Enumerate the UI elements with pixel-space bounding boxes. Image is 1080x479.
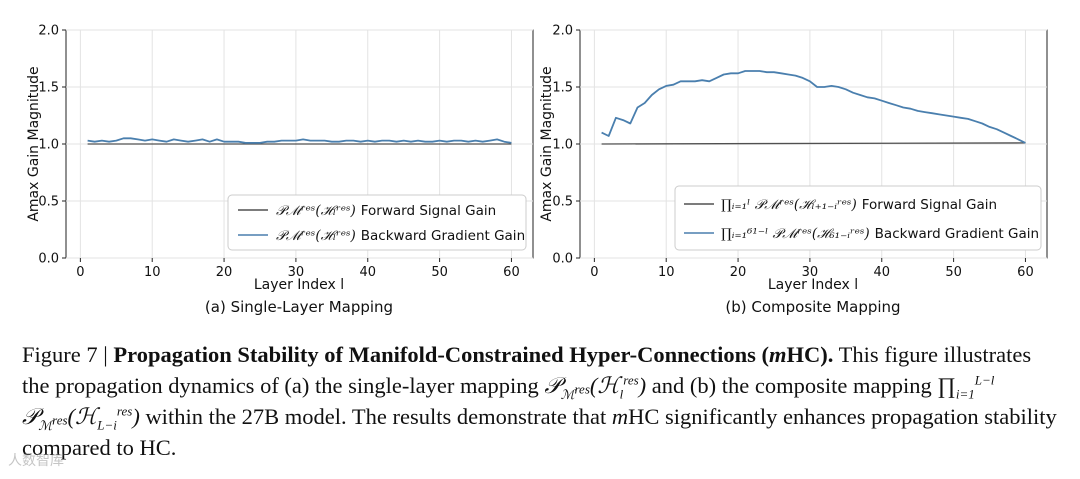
- panel-a-ylabel: Amax Gain Magnitude: [26, 66, 42, 221]
- panel-b-subtitle: (b) Composite Mapping: [725, 298, 900, 316]
- legend-b-forward-name: Forward Signal Gain: [862, 197, 997, 213]
- x-tick-label: 10: [144, 265, 161, 280]
- caption-title-m: m: [769, 342, 787, 367]
- caption-body-1: This figure illustrates the propagation …: [22, 342, 1032, 398]
- x-tick-label: 10: [658, 265, 675, 280]
- panel-b-series: [601, 70, 1026, 145]
- legend-backward-name: Backward Gradient Gain: [361, 228, 525, 244]
- caption-title-part-a: Propagation Stability of Manifold-Constr…: [113, 342, 770, 367]
- caption-math-2-prod: ∏: [937, 373, 956, 398]
- x-tick-label: 20: [216, 265, 233, 280]
- legend-backward-label: 𝒫ℳʳᵉˢ(ℋₗʳᵉˢ) Backward Gradient Gain: [276, 228, 525, 244]
- y-tick-label: 0.0: [552, 252, 573, 267]
- x-tick-label: 30: [802, 265, 819, 280]
- caption-math-2-prod-sup: L−l: [974, 372, 995, 388]
- caption-math-2-close: ): [132, 404, 140, 429]
- caption-body-m: m: [611, 404, 629, 429]
- legend-b-backward-name: Backward Gradient Gain: [875, 226, 1039, 242]
- caption-body-3: within the 27B model. The results demons…: [139, 404, 612, 429]
- legend-backward-math: 𝒫ℳʳᵉˢ(ℋₗʳᵉˢ): [276, 228, 356, 244]
- y-tick-label: 2.0: [552, 24, 573, 39]
- x-tick-label: 0: [590, 265, 598, 280]
- series-backward-gradient-gain: [601, 70, 1026, 144]
- figure-7: 0 10 20 30 40 50 60 0.0 0.5 1.0 1.5 2.0 Amax Gain M…: [26, 24, 1048, 316]
- legend-forward-name: Forward Signal Gain: [361, 203, 496, 219]
- y-tick-label: 1.5: [38, 81, 59, 96]
- caption-math-2-arg-sup: res: [116, 403, 133, 419]
- x-tick-label: 40: [359, 265, 376, 280]
- caption-math-1-sub: ℳ: [560, 386, 575, 402]
- x-tick-label: 40: [873, 265, 890, 280]
- caption-math-2: ∏i=1L−l 𝒫ℳres(ℋL−ires): [22, 372, 995, 432]
- x-tick-label: 30: [288, 265, 305, 280]
- y-tick-label: 0.5: [552, 195, 573, 210]
- caption-math-1-p: 𝒫: [544, 373, 561, 398]
- panel-a-single-layer-mapping: 0 10 20 30 40 50 60 0.0 0.5 1.0 1.5 2.0 Amax Gain M…: [26, 24, 534, 316]
- caption-title-part-b: HC).: [786, 342, 834, 367]
- panel-b-legend-box: [674, 185, 1042, 251]
- panel-b-legend: ∏ᵢ₌₁ˡ 𝒫ℳʳᵉˢ(ℋₗ₊₁₋ᵢʳᵉˢ) Forward Signal Gai…: [674, 185, 1042, 251]
- panel-a-legend-box: [227, 194, 527, 251]
- x-tick-label: 50: [431, 265, 448, 280]
- y-tick-label: 1.0: [38, 138, 59, 153]
- y-tick-label: 1.0: [552, 138, 573, 153]
- legend-b-forward-math: ∏ᵢ₌₁ˡ 𝒫ℳʳᵉˢ(ℋₗ₊₁₋ᵢʳᵉˢ): [721, 197, 857, 213]
- panel-a-ticks: 0 10 20 30 40 50 60 0.0 0.5 1.0 1.5 2.0: [38, 24, 519, 281]
- caption-body-4: HC significantly enhances propagation st…: [22, 404, 1057, 460]
- caption-math-2-prod-sub: i=1: [955, 386, 975, 402]
- y-tick-label: 0.0: [38, 252, 59, 267]
- panel-b-composite-mapping: 0 10 20 30 40 50 60 0.0 0.5 1.0 1.5 2.0 Amax Gain M…: [539, 24, 1048, 316]
- caption-title: Propagation Stability of Manifold-Constr…: [113, 342, 833, 367]
- caption-math-2-arg-sub: L−i: [97, 417, 117, 433]
- caption-body-2: and (b) the composite mapping: [646, 373, 938, 398]
- y-tick-label: 2.0: [38, 24, 59, 39]
- caption-math-2-arg: (ℋ: [67, 404, 98, 429]
- caption-math-1-arg: (ℋ: [589, 373, 620, 398]
- y-tick-label: 0.5: [38, 195, 59, 210]
- x-tick-label: 0: [76, 265, 84, 280]
- caption-math-1-arg-sup: res: [623, 372, 639, 388]
- caption-math-1: 𝒫ℳres(ℋlres): [544, 372, 647, 401]
- caption-math-2-p: 𝒫: [22, 404, 39, 429]
- x-tick-label: 50: [945, 265, 962, 280]
- y-tick-label: 1.5: [552, 81, 573, 96]
- figure-caption: Figure 7 | Propagation Stability of Mani…: [22, 339, 1062, 463]
- legend-b-forward-label: ∏ᵢ₌₁ˡ 𝒫ℳʳᵉˢ(ℋₗ₊₁₋ᵢʳᵉˢ) Forward Signal Gai…: [721, 197, 997, 213]
- x-tick-label: 60: [503, 265, 520, 280]
- x-tick-label: 20: [730, 265, 747, 280]
- caption-math-2-sub-sup: res: [52, 412, 68, 428]
- caption-math-1-arg-sub: l: [619, 386, 624, 402]
- caption-math-2-sub: ℳ: [38, 417, 53, 433]
- caption-math-1-close: ): [638, 373, 647, 398]
- caption-math-1-sub-sup: res: [574, 381, 590, 397]
- series-backward-gradient-gain: [87, 137, 512, 144]
- series-forward-signal-gain: [601, 142, 1026, 145]
- legend-forward-label: 𝒫ℳʳᵉˢ(ℋₗʳᵉˢ) Forward Signal Gain: [276, 203, 496, 219]
- panel-a-legend: 𝒫ℳʳᵉˢ(ℋₗʳᵉˢ) Forward Signal Gain 𝒫ℳʳᵉˢ(ℋₗ…: [227, 194, 527, 251]
- x-tick-label: 60: [1017, 265, 1034, 280]
- legend-b-backward-label: ∏ᵢ₌₁⁶¹⁻ˡ 𝒫ℳʳᵉˢ(ℋ₆₁₋ᵢʳᵉˢ) Backward Gradien…: [721, 226, 1039, 242]
- panel-b-ylabel: Amax Gain Magnitude: [539, 66, 555, 221]
- panel-b-xlabel: Layer Index l: [768, 277, 858, 293]
- caption-figure-label: Figure 7 |: [22, 342, 108, 367]
- legend-forward-math: 𝒫ℳʳᵉˢ(ℋₗʳᵉˢ): [276, 203, 356, 219]
- panel-b-ticks: 0 10 20 30 40 50 60 0.0 0.5 1.0 1.5 2.0: [552, 24, 1033, 281]
- watermark: 人数智库: [8, 453, 64, 469]
- legend-b-backward-math: ∏ᵢ₌₁⁶¹⁻ˡ 𝒫ℳʳᵉˢ(ℋ₆₁₋ᵢʳᵉˢ): [721, 226, 870, 242]
- panel-a-xlabel: Layer Index l: [254, 277, 344, 293]
- panel-a-series: [87, 137, 512, 145]
- panel-a-subtitle: (a) Single-Layer Mapping: [205, 298, 393, 316]
